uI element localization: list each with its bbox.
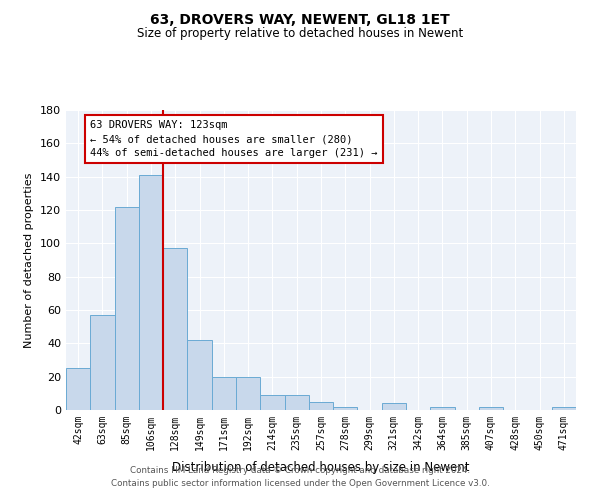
Bar [115,206,139,410]
Text: 63, DROVERS WAY, NEWENT, GL18 1ET: 63, DROVERS WAY, NEWENT, GL18 1ET [150,12,450,26]
Y-axis label: Number of detached properties: Number of detached properties [25,172,34,348]
X-axis label: Distribution of detached houses by size in Newent: Distribution of detached houses by size … [172,461,470,474]
Bar [382,404,406,410]
Bar [430,406,455,410]
Bar [333,406,358,410]
Bar [309,402,333,410]
Bar [260,395,284,410]
Text: Size of property relative to detached houses in Newent: Size of property relative to detached ho… [137,28,463,40]
Bar [187,340,212,410]
Bar [66,368,90,410]
Bar [236,376,260,410]
Bar [552,406,576,410]
Bar [479,406,503,410]
Bar [284,395,309,410]
Text: Contains HM Land Registry data © Crown copyright and database right 2024.
Contai: Contains HM Land Registry data © Crown c… [110,466,490,487]
Bar [90,315,115,410]
Text: 63 DROVERS WAY: 123sqm
← 54% of detached houses are smaller (280)
44% of semi-de: 63 DROVERS WAY: 123sqm ← 54% of detached… [90,120,378,158]
Bar [212,376,236,410]
Bar [163,248,187,410]
Bar [139,175,163,410]
